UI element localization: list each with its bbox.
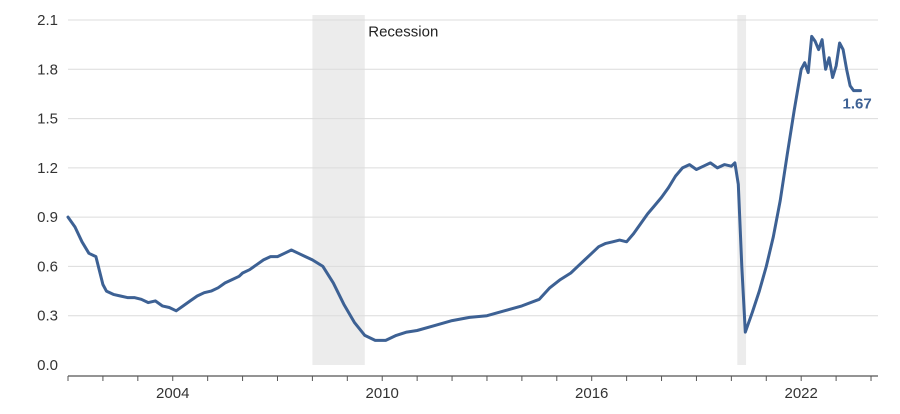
y-tick-label: 1.2 xyxy=(37,160,58,177)
recession-band-0 xyxy=(312,15,365,365)
y-tick-label: 1.5 xyxy=(37,111,58,128)
series-layer xyxy=(66,34,862,342)
last-value-label: 1.67 xyxy=(843,96,872,113)
recession-band-1 xyxy=(737,15,747,365)
recession-annotation: Recession xyxy=(368,24,438,41)
recession-bands xyxy=(312,15,747,365)
x-tick-label: 2016 xyxy=(575,385,608,402)
x-tick-label: 2010 xyxy=(366,385,399,402)
series-line-0 xyxy=(66,34,862,342)
x-axis-tick-labels: 2004 2010 2016 2022 xyxy=(156,385,818,402)
x-tick-label: 2004 xyxy=(156,385,189,402)
gridlines xyxy=(68,19,878,317)
x-axis xyxy=(67,375,878,381)
y-tick-label: 0.3 xyxy=(37,308,58,325)
y-tick-label: 0.9 xyxy=(37,209,58,226)
y-tick-label: 0.6 xyxy=(37,258,58,275)
y-tick-label: 0.0 xyxy=(37,357,58,374)
x-tick-label: 2022 xyxy=(785,385,818,402)
y-axis-tick-labels: 0.0 0.3 0.6 0.9 1.2 1.5 1.8 2.1 xyxy=(37,12,58,374)
y-tick-label: 1.8 xyxy=(37,61,58,78)
y-tick-label: 2.1 xyxy=(37,12,58,29)
